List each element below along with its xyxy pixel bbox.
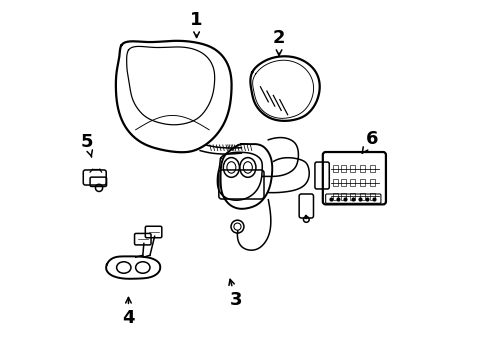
Text: 1: 1 (190, 12, 203, 37)
Bar (341, 193, 346, 200)
Bar (360, 165, 365, 172)
Bar (370, 179, 375, 186)
Text: 2: 2 (273, 30, 285, 55)
Bar (370, 165, 375, 172)
Bar (333, 193, 338, 200)
Bar (360, 193, 365, 200)
Text: 3: 3 (229, 279, 242, 309)
Bar (341, 179, 346, 186)
Bar (341, 165, 346, 172)
Bar (360, 179, 365, 186)
Bar (370, 193, 375, 200)
Text: 4: 4 (122, 297, 135, 327)
Bar (350, 193, 355, 200)
Bar (350, 179, 355, 186)
Bar (333, 165, 338, 172)
Bar (350, 165, 355, 172)
Text: 6: 6 (362, 130, 379, 153)
Text: 5: 5 (81, 133, 94, 157)
Bar (333, 179, 338, 186)
